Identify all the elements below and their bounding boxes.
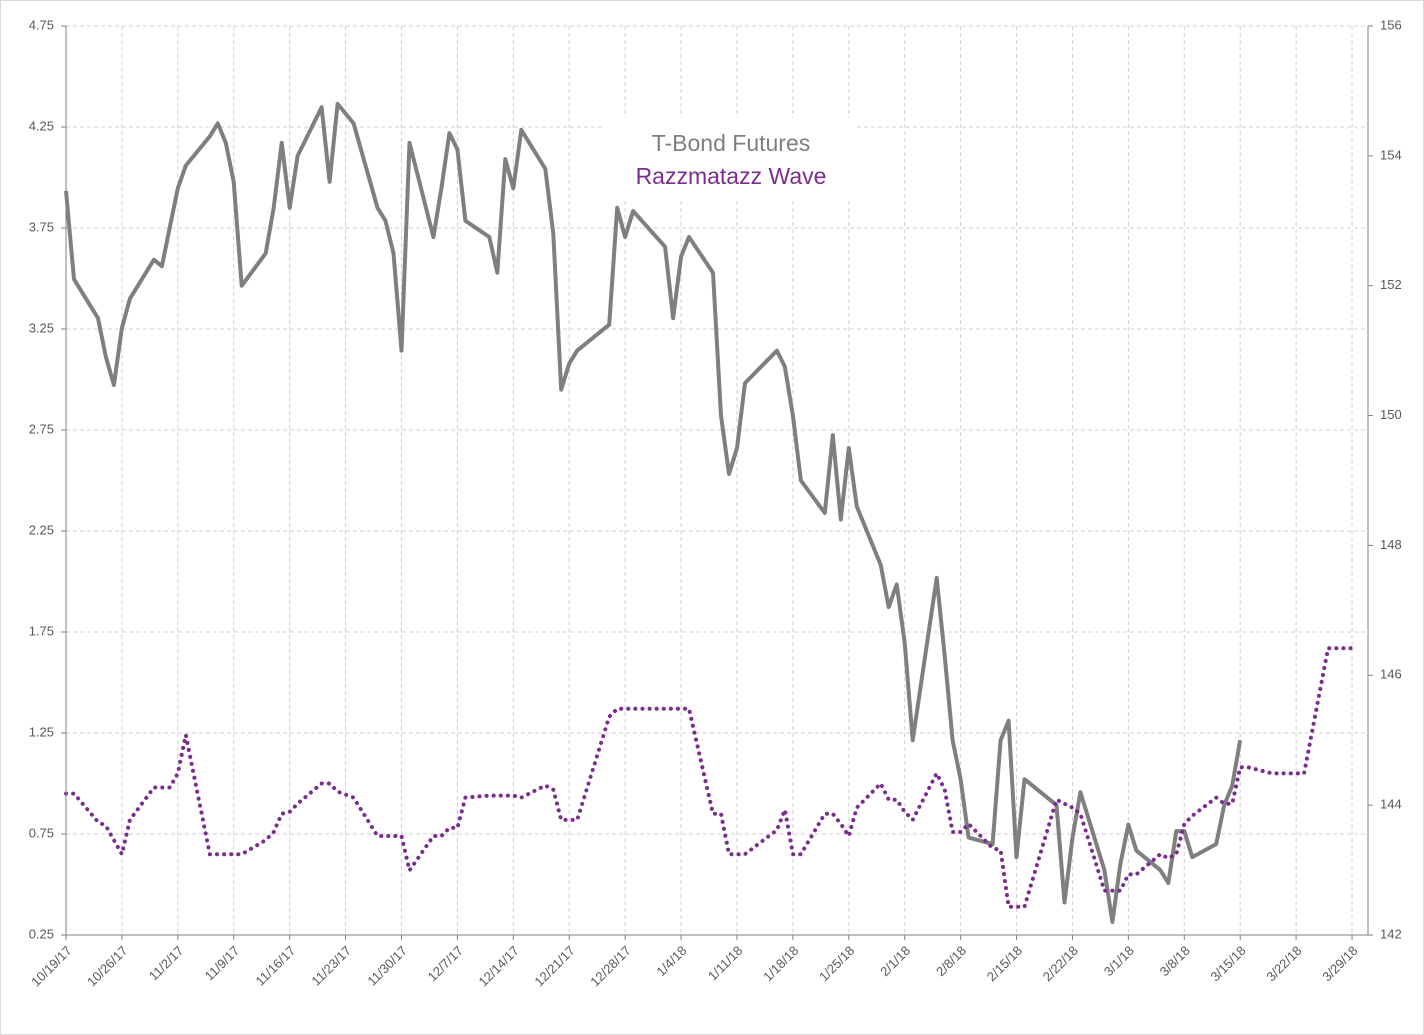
y2-tick-label: 150: [1380, 407, 1402, 422]
y2-tick-label: 152: [1380, 277, 1402, 292]
y2-tick-label: 142: [1380, 926, 1402, 941]
y-tick-label: 2.25: [29, 522, 54, 537]
y-tick-label: 1.75: [29, 623, 54, 638]
legend: T-Bond Futures Razzmatazz Wave: [636, 130, 827, 189]
y2-tick-label: 154: [1380, 147, 1402, 162]
y2-tick-label: 148: [1380, 537, 1402, 552]
legend-entry: Razzmatazz Wave: [636, 163, 827, 189]
y-tick-label: 0.75: [29, 825, 54, 840]
y-tick-label: 1.25: [29, 724, 54, 739]
y2-tick-label: 144: [1380, 797, 1402, 812]
legend-entry: T-Bond Futures: [652, 130, 811, 156]
y2-tick-label: 156: [1380, 17, 1402, 32]
y-tick-label: 2.75: [29, 421, 54, 436]
y2-tick-label: 146: [1380, 667, 1402, 682]
y-tick-label: 3.25: [29, 320, 54, 335]
series-line: [64, 646, 1354, 909]
y-tick-label: 3.75: [29, 219, 54, 234]
plot-lines: [64, 101, 1354, 924]
legend-box: [605, 118, 857, 200]
y-tick-label: 4.75: [29, 17, 54, 32]
y-tick-label: 0.25: [29, 926, 54, 941]
y-tick-label: 4.25: [29, 118, 54, 133]
series-line: [64, 101, 1243, 924]
